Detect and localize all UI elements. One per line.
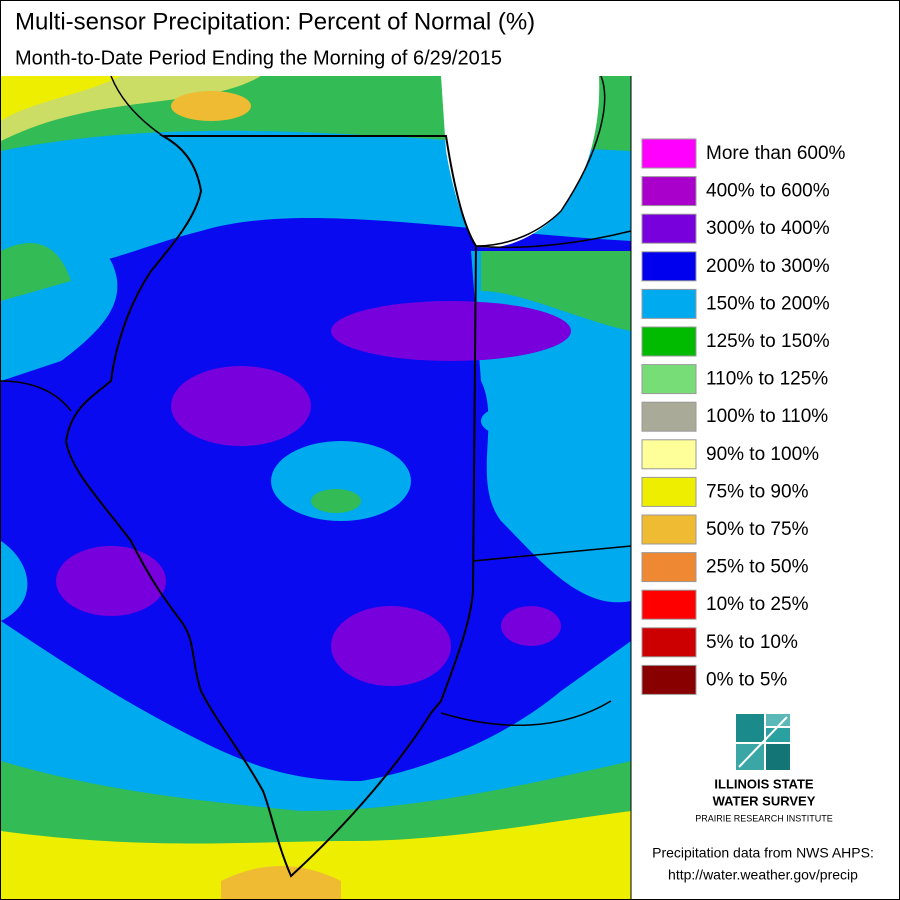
legend: More than 600% 400% to 600% 300% to 400% 20… [641, 138, 846, 695]
legend-label: 100% to 110% [706, 406, 828, 427]
logo-line: PRAIRIE RESEARCH INSTITUTE [695, 813, 833, 823]
legend-swatch [641, 401, 697, 432]
legend-label: 0% to 5% [706, 669, 787, 690]
title: Multi-sensor Precipitation: Percent of N… [15, 8, 535, 35]
logo-line: WATER SURVEY [713, 793, 816, 808]
legend-swatch [641, 288, 697, 319]
legend-swatch [641, 552, 697, 583]
legend-label: 50% to 75% [706, 519, 809, 540]
legend-swatch [641, 364, 697, 395]
legend-label: 75% to 90% [706, 481, 809, 502]
legend-label: 5% to 10% [706, 632, 798, 653]
legend-swatch [641, 176, 697, 207]
legend-label: 25% to 50% [706, 557, 809, 578]
legend-label: 150% to 200% [706, 293, 830, 314]
legend-swatch [641, 514, 697, 545]
legend-swatch [641, 627, 697, 658]
legend-label: 200% to 300% [706, 256, 830, 277]
legend-swatch [641, 589, 697, 620]
legend-label: 125% to 150% [706, 331, 830, 352]
legend-swatch [641, 213, 697, 244]
legend-label: 400% to 600% [706, 181, 830, 202]
legend-swatch [641, 326, 697, 357]
logo: ILLINOIS STATE WATER SURVEY PRAIRIE RESE… [695, 714, 833, 823]
legend-label: More than 600% [706, 143, 846, 164]
legend-swatch [641, 439, 697, 470]
legend-swatch [641, 138, 697, 169]
legend-label: 300% to 400% [706, 218, 830, 239]
map [1, 75, 632, 899]
credit: Precipitation data from NWS AHPS: [652, 845, 874, 861]
logo-line: ILLINOIS STATE [714, 776, 814, 791]
legend-label: 10% to 25% [706, 594, 809, 615]
subtitle: Month-to-Date Period Ending the Morning … [15, 47, 502, 69]
legend-swatch [641, 476, 697, 507]
credit: http://water.weather.gov/precip [668, 867, 858, 883]
legend-label: 90% to 100% [706, 444, 819, 465]
legend-label: 110% to 125% [706, 369, 828, 390]
legend-swatch [641, 664, 697, 695]
legend-swatch [641, 251, 697, 282]
